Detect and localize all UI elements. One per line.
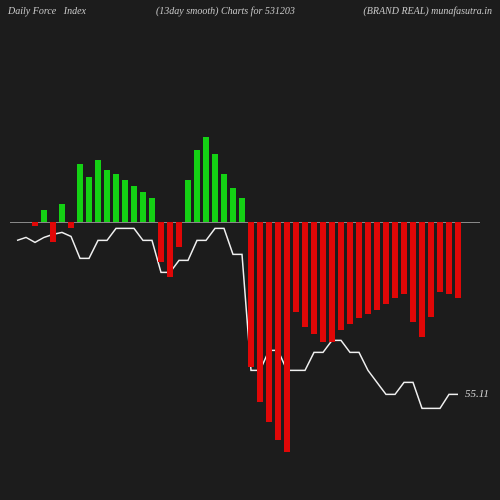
histogram-bar	[257, 222, 263, 402]
histogram-bar	[428, 222, 434, 317]
histogram-bar	[347, 222, 353, 324]
histogram-bar	[392, 222, 398, 298]
histogram-bar	[149, 198, 155, 222]
histogram-bar	[401, 222, 407, 294]
histogram-bar	[32, 222, 38, 226]
histogram-bar	[176, 222, 182, 247]
histogram-bar	[338, 222, 344, 330]
histogram-bar	[68, 222, 74, 228]
histogram-bar	[329, 222, 335, 342]
chart-container: Daily Force Index (13day smooth) Charts …	[0, 0, 500, 500]
histogram-bar	[203, 137, 209, 222]
histogram-bar	[437, 222, 443, 292]
histogram-bar	[302, 222, 308, 327]
histogram-bar	[446, 222, 452, 294]
histogram-bar	[419, 222, 425, 337]
histogram-bar	[50, 222, 56, 242]
histogram-bar	[104, 170, 110, 222]
histogram-bar	[455, 222, 461, 298]
histogram-bar	[311, 222, 317, 334]
histogram-bar	[248, 222, 254, 367]
histogram-bar	[194, 150, 200, 222]
histogram-bar	[113, 174, 119, 222]
histogram-bar	[239, 198, 245, 222]
histogram-bar	[383, 222, 389, 304]
histogram-bar	[221, 174, 227, 222]
histogram-bar	[374, 222, 380, 310]
histogram-bar	[131, 186, 137, 222]
histogram-bar	[185, 180, 191, 222]
histogram-bar	[356, 222, 362, 318]
histogram-bar	[77, 164, 83, 222]
histogram-bar	[266, 222, 272, 422]
histogram-bar	[95, 160, 101, 222]
histogram-bar	[410, 222, 416, 322]
histogram-bar	[158, 222, 164, 262]
histogram-bar	[212, 154, 218, 222]
histogram-bar	[59, 204, 65, 222]
histogram-bar	[140, 192, 146, 222]
histogram-bar	[320, 222, 326, 342]
histogram-bar	[167, 222, 173, 277]
histogram-bar	[41, 210, 47, 222]
plot-area: 55.11	[10, 20, 480, 480]
histogram-bar	[365, 222, 371, 314]
histogram-bar	[284, 222, 290, 452]
histogram-bar	[275, 222, 281, 440]
histogram-bar	[122, 180, 128, 222]
histogram-bar	[86, 177, 92, 222]
histogram-bar	[230, 188, 236, 222]
histogram-bar	[293, 222, 299, 312]
final-value-label: 55.11	[465, 388, 489, 400]
